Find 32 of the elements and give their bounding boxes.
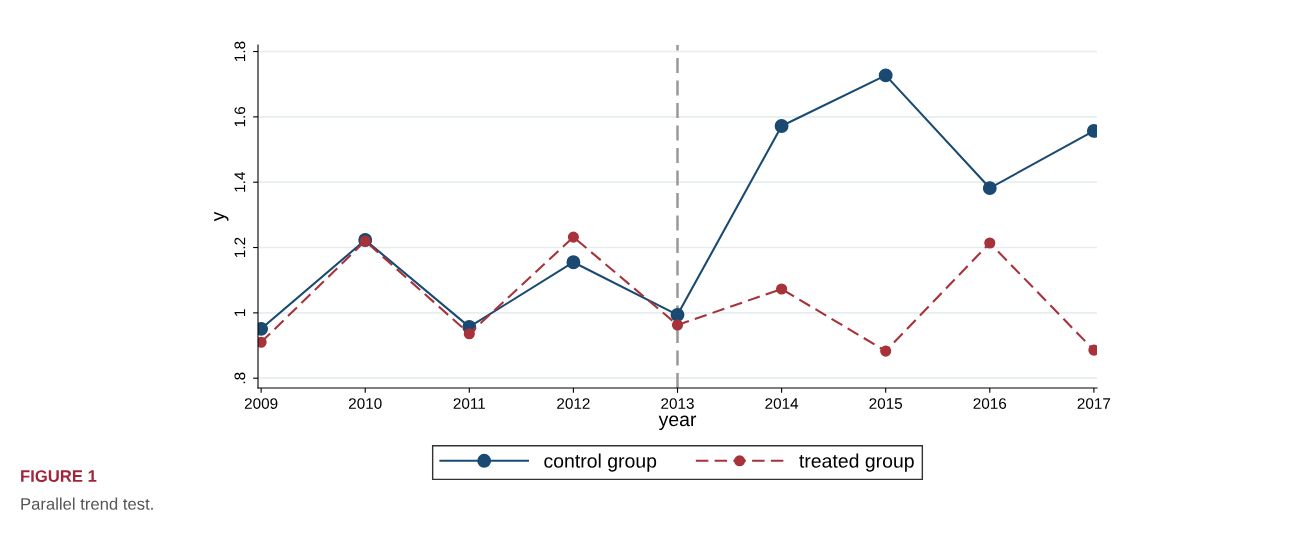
point	[880, 345, 892, 357]
x-tick-label: 2012	[557, 398, 590, 409]
point	[567, 231, 579, 243]
y-tick-label: .8	[234, 372, 246, 384]
y-tick-label: 1.6	[234, 106, 246, 127]
point	[774, 119, 789, 133]
y-tick-label: 1.8	[234, 41, 246, 61]
x-tick-label: 2013	[661, 398, 694, 409]
point	[982, 181, 997, 196]
legend-label: control group	[544, 453, 657, 472]
y-tick-label: 1.2	[234, 237, 246, 257]
legend-label: treated group	[799, 453, 914, 472]
x-axis-title: year	[658, 415, 697, 431]
x-tick-label: 2011	[453, 398, 485, 409]
y-tick-label: 1	[234, 309, 246, 316]
y-axis-title: y	[214, 211, 229, 222]
point	[878, 68, 893, 83]
point	[463, 328, 475, 340]
x-tick-label: 2015	[869, 398, 903, 409]
x-tick-label: 2014	[765, 398, 799, 409]
text: Parallel trend test.	[21, 497, 153, 510]
x-tick-label: 2010	[348, 398, 382, 409]
x-tick-label: 2009	[244, 398, 278, 409]
caption: FIGURE 1	[21, 470, 97, 482]
point	[566, 255, 581, 270]
y-tick-label: 1.4	[234, 172, 246, 192]
point	[670, 307, 685, 322]
x-tick-label: 2016	[973, 398, 1007, 409]
x-tick-label: 2017	[1077, 398, 1111, 409]
point	[671, 319, 684, 331]
point	[776, 283, 788, 295]
point	[984, 237, 996, 249]
